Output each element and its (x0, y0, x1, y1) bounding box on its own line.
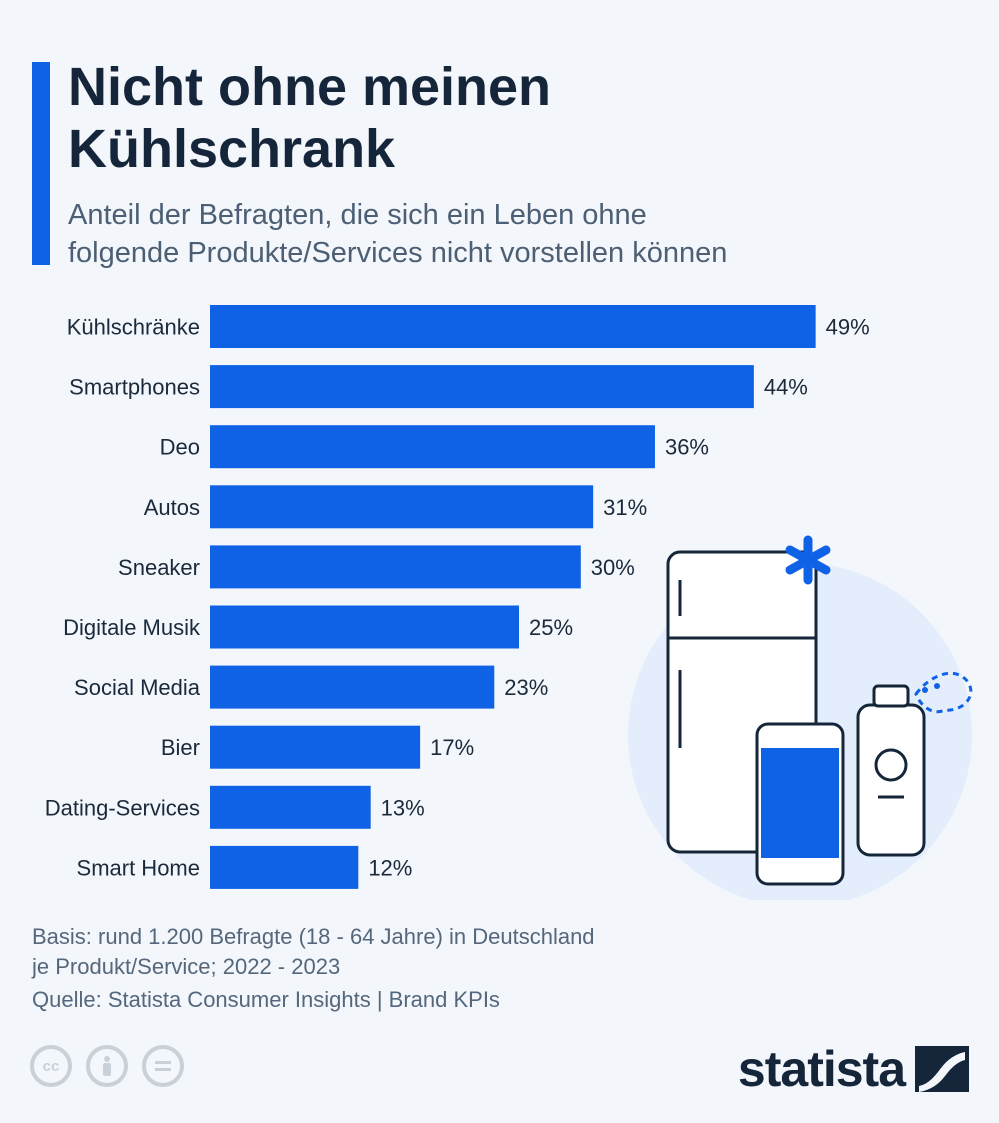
basis-note: Basis: rund 1.200 Befragte (18 - 64 Jahr… (32, 924, 595, 979)
bar (210, 305, 816, 348)
category-label: Smart Home (77, 855, 200, 880)
bar-chart: Kühlschränke 49% Smartphones 44% Deo 36% Autos… (45, 305, 973, 900)
category-label: Social Media (74, 675, 201, 700)
value-label: 12% (368, 855, 412, 880)
category-label: Deo (160, 435, 200, 460)
bar (210, 605, 519, 649)
bar (210, 725, 421, 769)
value-label: 23% (504, 675, 548, 700)
bar (210, 785, 371, 829)
bar (210, 425, 655, 469)
title-accent-bar (32, 62, 50, 265)
chart-title: Nicht ohne meinen Kühlschrank (68, 57, 552, 179)
value-label: 30% (591, 555, 635, 580)
brand-wordmark: statista (737, 1041, 906, 1097)
category-label: Autos (144, 495, 200, 520)
bar (210, 545, 581, 589)
statista-mark-icon (915, 1046, 969, 1092)
category-label: Sneaker (118, 555, 200, 580)
bar (210, 365, 754, 409)
value-label: 31% (603, 495, 647, 520)
chart-subtitle: Anteil der Befragten, die sich ein Leben… (68, 199, 728, 269)
bars-layer: Kühlschränke 49% Smartphones 44% Deo 36% Autos… (45, 305, 870, 889)
value-label: 44% (764, 375, 808, 400)
value-label: 13% (381, 795, 425, 820)
category-label: Kühlschränke (67, 315, 200, 340)
no-derivatives-icon (142, 1045, 184, 1087)
deodorant-spray-icon (856, 671, 973, 857)
statista-logo[interactable]: statista (738, 1040, 969, 1098)
license-icons: cc (30, 1045, 184, 1087)
source-note: Quelle: Statista Consumer Insights | Bra… (32, 987, 500, 1012)
bar (210, 665, 495, 709)
cc-icon: cc (30, 1045, 72, 1087)
bar (210, 485, 594, 529)
category-label: Bier (161, 735, 200, 760)
category-label: Digitale Musik (63, 615, 201, 640)
value-label: 36% (665, 435, 709, 460)
asterisk-icon (785, 535, 831, 585)
bar (210, 845, 359, 889)
value-label: 17% (430, 735, 474, 760)
category-label: Smartphones (69, 375, 200, 400)
value-label: 25% (529, 615, 573, 640)
smartphone-icon (755, 722, 845, 886)
attribution-icon (86, 1045, 128, 1087)
category-label: Dating-Services (45, 795, 200, 820)
illustration (628, 535, 973, 900)
value-label: 49% (826, 315, 870, 340)
